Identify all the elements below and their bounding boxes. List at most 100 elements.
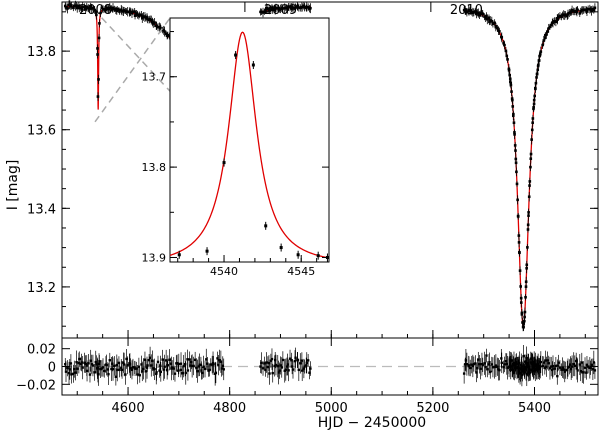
residual-point bbox=[200, 369, 203, 372]
main-y-tick-label: 13.8 bbox=[27, 45, 56, 60]
residual-point bbox=[175, 361, 179, 365]
residuals-y-tick-label: 0 bbox=[48, 361, 56, 376]
data-point bbox=[483, 15, 486, 18]
data-point bbox=[488, 20, 491, 24]
residual-point bbox=[532, 365, 536, 369]
data-point bbox=[115, 9, 119, 13]
x-axis-label: HJD − 2450000 bbox=[318, 415, 426, 431]
data-point bbox=[488, 19, 492, 22]
data-point bbox=[534, 81, 538, 85]
residual-point bbox=[193, 358, 197, 362]
residual-point bbox=[479, 367, 482, 370]
residual-point bbox=[88, 373, 92, 376]
x-tick-label: 4600 bbox=[112, 401, 145, 416]
inset-data-point bbox=[296, 253, 300, 257]
residual-point bbox=[475, 371, 478, 374]
residual-point bbox=[173, 372, 177, 375]
inset-data-point bbox=[279, 246, 283, 250]
data-point bbox=[80, 7, 83, 11]
data-point bbox=[510, 90, 513, 93]
data-point bbox=[518, 251, 521, 255]
data-point bbox=[592, 8, 596, 12]
residual-point bbox=[500, 361, 503, 365]
data-point bbox=[151, 20, 154, 24]
residual-point bbox=[142, 367, 145, 371]
residual-point bbox=[198, 363, 201, 366]
data-point bbox=[70, 4, 73, 7]
residual-point bbox=[558, 366, 562, 369]
data-point bbox=[532, 107, 535, 111]
data-point bbox=[115, 7, 119, 11]
data-point bbox=[522, 322, 526, 325]
residual-point bbox=[465, 362, 469, 366]
residual-point bbox=[536, 363, 539, 366]
residual-point bbox=[220, 367, 223, 370]
residual-point bbox=[144, 370, 148, 373]
data-point bbox=[309, 6, 312, 10]
residual-point bbox=[136, 373, 139, 376]
data-point bbox=[536, 68, 540, 72]
data-point bbox=[274, 6, 278, 10]
residual-point bbox=[116, 368, 119, 372]
residual-point bbox=[273, 364, 276, 368]
data-point bbox=[514, 149, 517, 152]
data-point bbox=[88, 7, 92, 10]
residual-point bbox=[580, 361, 584, 364]
data-point bbox=[95, 13, 98, 17]
data-point bbox=[164, 32, 168, 36]
data-point bbox=[155, 24, 158, 28]
residual-point bbox=[476, 366, 479, 370]
residual-point bbox=[192, 364, 195, 368]
data-point bbox=[543, 36, 547, 40]
data-point bbox=[465, 10, 469, 14]
data-point bbox=[560, 15, 563, 19]
residual-point bbox=[297, 368, 301, 372]
residual-point bbox=[526, 365, 529, 369]
main-y-tick-label: 13.4 bbox=[27, 202, 56, 217]
residual-point bbox=[106, 368, 110, 371]
data-point bbox=[94, 10, 98, 14]
residual-point bbox=[189, 364, 192, 367]
data-point bbox=[96, 47, 99, 50]
residual-point bbox=[195, 366, 198, 370]
data-point bbox=[516, 198, 519, 202]
residual-point bbox=[113, 364, 116, 368]
data-point bbox=[151, 22, 155, 25]
data-point bbox=[526, 228, 530, 231]
residual-point bbox=[509, 359, 512, 363]
residual-point bbox=[166, 364, 170, 367]
residual-point bbox=[539, 360, 543, 364]
residual-point bbox=[280, 366, 283, 369]
inset-data-point bbox=[264, 224, 268, 228]
data-point bbox=[502, 41, 505, 45]
data-point bbox=[566, 13, 570, 16]
data-point bbox=[64, 5, 68, 9]
residual-point bbox=[294, 356, 297, 359]
residual-point bbox=[525, 372, 528, 376]
residual-point bbox=[494, 364, 498, 367]
x-tick-label: 5000 bbox=[315, 401, 348, 416]
residual-point bbox=[557, 361, 560, 364]
data-point bbox=[570, 8, 574, 12]
data-point bbox=[526, 223, 530, 227]
data-point bbox=[87, 6, 90, 10]
residual-point bbox=[303, 365, 306, 368]
residual-point bbox=[579, 369, 582, 373]
residual-point bbox=[196, 370, 199, 373]
residual-point bbox=[572, 362, 575, 366]
data-point bbox=[159, 27, 163, 31]
residual-point bbox=[124, 373, 127, 376]
residual-point bbox=[464, 359, 468, 362]
residual-point bbox=[81, 366, 84, 369]
residual-point bbox=[562, 368, 565, 371]
residual-point bbox=[568, 365, 571, 369]
residual-point bbox=[550, 365, 553, 368]
data-point bbox=[517, 234, 521, 237]
residual-point bbox=[290, 359, 293, 362]
data-point bbox=[273, 8, 277, 12]
residual-point bbox=[274, 358, 277, 362]
data-point bbox=[149, 18, 153, 22]
residual-point bbox=[212, 363, 215, 366]
data-point bbox=[269, 8, 273, 11]
data-point bbox=[75, 4, 78, 8]
